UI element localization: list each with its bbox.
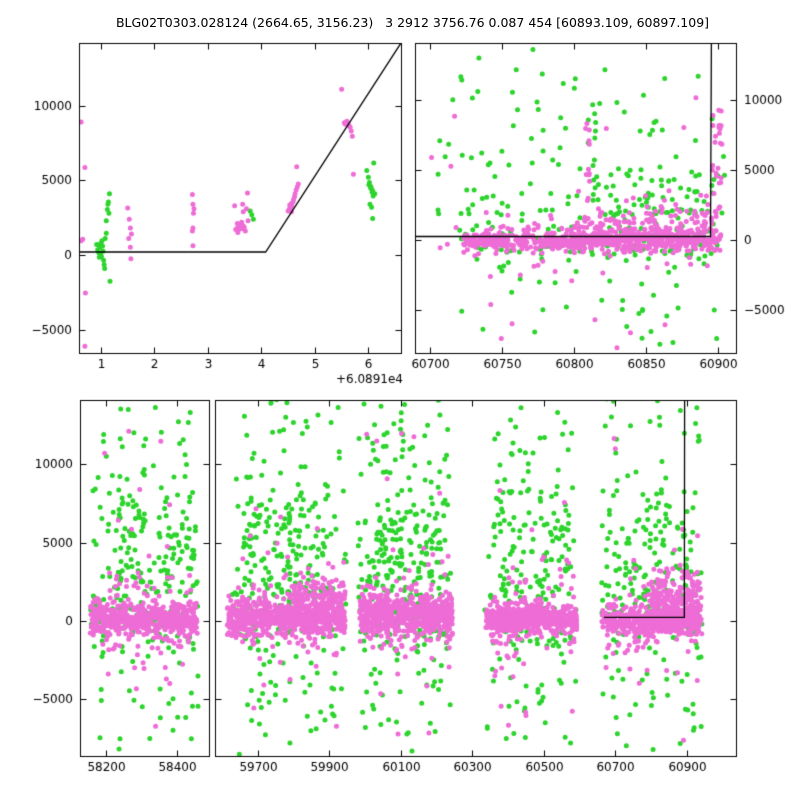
panel-bottom-right-history[interactable] [215,400,736,756]
panel-top-left-event-zoom[interactable] [79,43,401,353]
panel-top-right-last-season[interactable] [415,43,736,353]
figure-title: BLG02T0303.028124 (2664.65, 3156.23) 3 2… [115,15,710,30]
panel-bottom-left-history[interactable] [80,400,209,756]
